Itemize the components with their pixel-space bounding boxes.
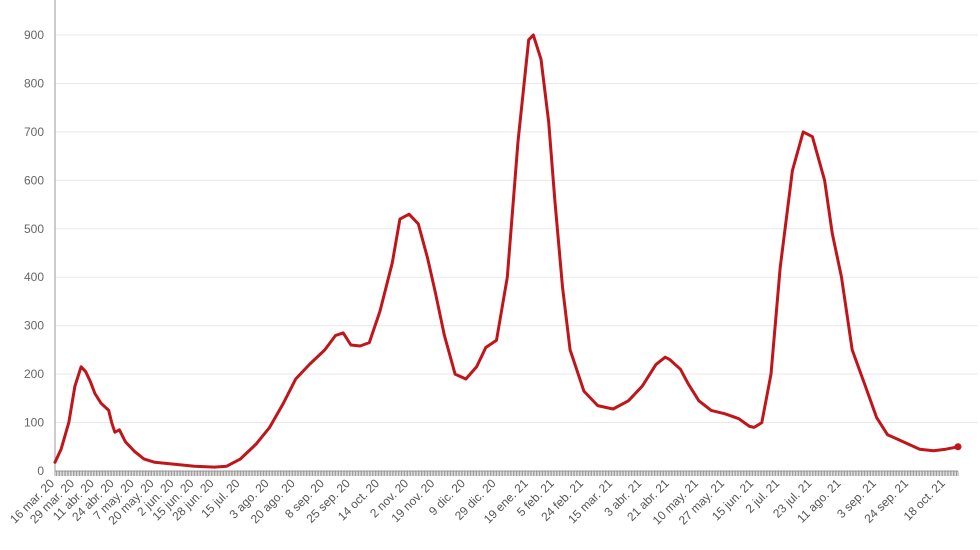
gridlines bbox=[55, 34, 978, 424]
series-layer bbox=[53, 33, 962, 469]
y-tick-label: 100 bbox=[24, 416, 44, 430]
y-tick-label: 300 bbox=[24, 319, 44, 333]
x-tick-marks bbox=[54, 471, 959, 476]
y-tick-label: 900 bbox=[24, 28, 44, 42]
y-tick-label: 700 bbox=[24, 125, 44, 139]
y-tick-label: 800 bbox=[24, 76, 44, 90]
y-tick-label: 400 bbox=[24, 270, 44, 284]
series-line bbox=[53, 33, 960, 469]
y-tick-label: 500 bbox=[24, 222, 44, 236]
y-tick-label: 0 bbox=[37, 464, 44, 478]
y-tick-label: 600 bbox=[24, 173, 44, 187]
y-axis: 0 100 200 300 400 500 600 700 800 900 bbox=[24, 0, 56, 478]
y-tick-label: 200 bbox=[24, 367, 44, 381]
series-end-point bbox=[954, 443, 962, 451]
